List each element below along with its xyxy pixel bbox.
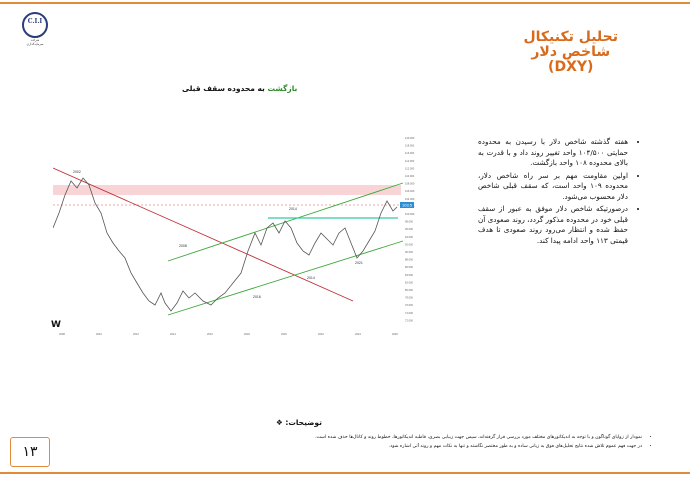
x-tick-label: 2016 <box>207 332 213 336</box>
slide-title: تحلیل تکنیکال شاخص دلار (DXY) <box>523 30 618 75</box>
company-logo: C.I.I شرکت سرمایه‌گذاری <box>22 12 48 48</box>
x-tick-label: 2024 <box>355 332 361 336</box>
analysis-bullets: هفته گذشته شاخص دلار با رسیدن به محدوده … <box>478 137 638 248</box>
y-tick-label: 112.000 <box>405 166 415 170</box>
note-item: نمودار از زوایای گوناگون و با توجه به ان… <box>250 433 642 442</box>
x-tick-label: 2022 <box>318 332 324 336</box>
title-line-1: تحلیل تکنیکال <box>523 29 618 45</box>
y-tick-label: 120.000 <box>405 136 415 140</box>
y-tick-label: 94.000 <box>405 235 413 239</box>
y-tick-label: 88.000 <box>405 258 413 262</box>
y-tick-label: 108.000 <box>405 182 415 186</box>
note-item: در جهت فهم عموم تلاش شده نتایج تحلیل‌های… <box>250 442 642 451</box>
chart-heading-text: به محدوده سقف قبلی <box>182 84 268 93</box>
y-tick-label: 106.000 <box>405 189 415 193</box>
logo-mark: C.I.I <box>27 18 43 25</box>
channel-lower-line <box>167 240 404 316</box>
chart-timeframe-label: W <box>51 320 61 330</box>
price-series <box>53 177 398 312</box>
y-tick-label: 80.000 <box>405 288 413 292</box>
annotation-2014-low: 2014 <box>307 276 315 280</box>
logo-emblem: C.I.I <box>22 12 48 38</box>
x-tick-label: 2008 <box>59 332 65 336</box>
annotation-2016: 2016 <box>253 295 261 299</box>
chart-heading-highlight: بازگشت <box>267 84 298 93</box>
page-number: ۱۳ <box>10 437 50 467</box>
y-tick-label: 82.000 <box>405 280 413 284</box>
title-line-3: (DXY) <box>548 59 594 75</box>
y-axis: 120.000 118.000 116.000 114.000 112.000 110.0… <box>405 136 415 322</box>
y-tick-label: 86.000 <box>405 265 413 269</box>
y-tick-label: 98.000 <box>405 220 413 224</box>
annotation-2014-top: 2014 <box>289 207 297 211</box>
price-tag: 103.5 <box>402 203 413 208</box>
dxy-price-chart: 120.000 118.000 116.000 114.000 112.000 110.0… <box>53 133 415 338</box>
y-tick-label: 90.000 <box>405 250 413 254</box>
bottom-accent-line <box>0 472 690 474</box>
annotation-2021: 2021 <box>355 261 363 265</box>
x-tick-label: 2012 <box>133 332 139 336</box>
bullet-item: اولین مقاومت مهم بر سر راه شاخص دلار، مح… <box>478 171 628 203</box>
bullet-item: هفته گذشته شاخص دلار با رسیدن به محدوده … <box>478 137 628 169</box>
x-tick-label: 2014 <box>170 332 176 336</box>
annotation-2008: 2008 <box>179 244 187 248</box>
x-axis: 2008 2010 2012 2014 2016 2018 2020 2022 2024 2026 <box>59 332 398 336</box>
descending-trendline <box>53 167 354 302</box>
y-tick-label: 110.000 <box>405 174 415 178</box>
logo-caption: شرکت سرمایه‌گذاری <box>26 38 44 46</box>
y-tick-label: 76.000 <box>405 303 413 307</box>
bullet-item: درصورتیکه شاخص دلار موفق به عبور از سقف … <box>478 204 628 246</box>
y-tick-label: 116.000 <box>405 151 415 155</box>
x-tick-label: 2018 <box>244 332 250 336</box>
y-tick-label: 72.000 <box>405 318 413 322</box>
annotation-2002: 2002 <box>73 170 81 174</box>
y-tick-label: 100.000 <box>405 212 415 216</box>
price-tag-box <box>400 202 414 208</box>
y-tick-label: 96.000 <box>405 227 413 231</box>
y-tick-label: 74.000 <box>405 311 413 315</box>
chart-heading: بازگشت به محدوده سقف قبلی <box>182 84 297 93</box>
y-tick-label: 114.000 <box>405 159 415 163</box>
y-tick-label: 84.000 <box>405 273 413 277</box>
y-tick-label: 118.000 <box>405 144 415 148</box>
x-tick-label: 2026 <box>392 332 398 336</box>
x-tick-label: 2020 <box>281 332 287 336</box>
y-tick-label: 78.000 <box>405 296 413 300</box>
y-tick-label: 92.000 <box>405 242 413 246</box>
x-tick-label: 2010 <box>96 332 102 336</box>
y-tick-label: 104.000 <box>405 197 415 201</box>
chart-canvas: 120.000 118.000 116.000 114.000 112.000 110.0… <box>53 136 415 336</box>
resistance-zone <box>53 185 401 195</box>
notes-list: نمودار از زوایای گوناگون و با توجه به ان… <box>250 433 652 451</box>
top-accent-line <box>0 2 690 4</box>
title-line-2: شاخص دلار <box>531 44 611 60</box>
notes-heading: توضیحات: ❖ <box>276 418 322 427</box>
